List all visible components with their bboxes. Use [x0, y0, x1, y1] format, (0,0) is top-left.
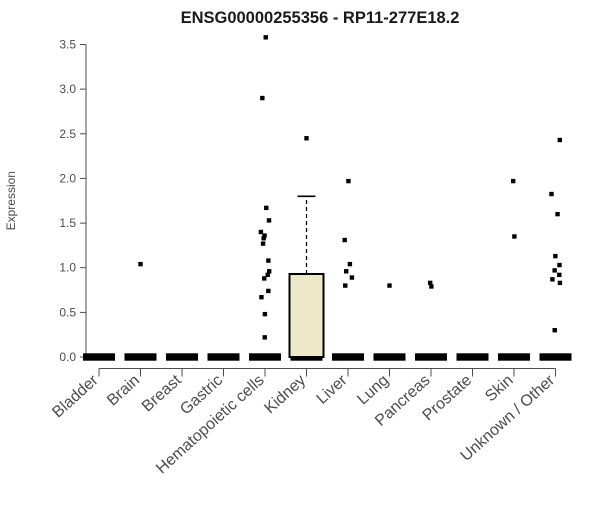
svg-text:2.0: 2.0: [59, 171, 76, 185]
svg-text:Skin: Skin: [482, 372, 517, 405]
svg-text:3.5: 3.5: [59, 38, 76, 52]
svg-text:Breast: Breast: [139, 371, 185, 415]
svg-text:Brain: Brain: [104, 372, 143, 410]
svg-text:1.5: 1.5: [59, 216, 76, 230]
svg-text:2.5: 2.5: [59, 127, 76, 141]
svg-text:Kidney: Kidney: [261, 372, 309, 417]
svg-text:1.0: 1.0: [59, 261, 76, 275]
svg-text:0.0: 0.0: [59, 350, 76, 364]
svg-text:0.5: 0.5: [59, 305, 76, 319]
svg-text:Liver: Liver: [314, 371, 352, 407]
svg-text:Expression: Expression: [4, 171, 18, 230]
svg-text:Bladder: Bladder: [49, 371, 102, 421]
svg-text:3.0: 3.0: [59, 82, 76, 96]
